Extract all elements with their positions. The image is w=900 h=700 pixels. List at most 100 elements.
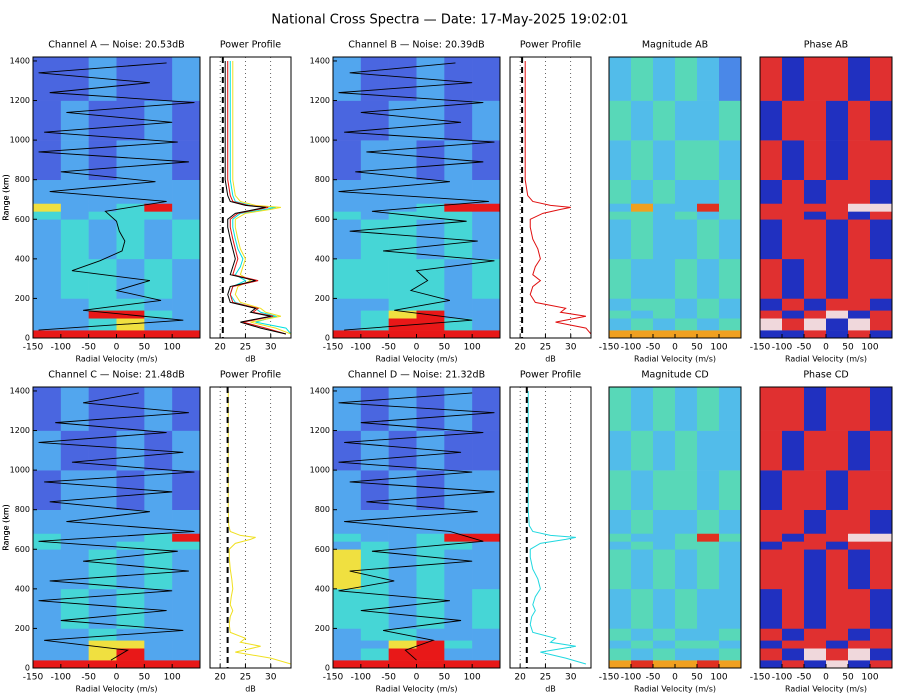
heat-cell xyxy=(653,660,676,668)
heat-cell xyxy=(416,588,445,629)
heat-cell xyxy=(675,533,698,542)
heat-cell xyxy=(333,140,362,180)
heat-cell xyxy=(88,330,117,338)
x-tick-label: -150 xyxy=(323,673,344,683)
heat-cell xyxy=(870,628,892,641)
heat-cell xyxy=(653,509,676,534)
y-tick-label: 1000 xyxy=(310,466,330,475)
heat-cell xyxy=(472,298,500,311)
heat-cell xyxy=(631,219,654,260)
heat-cell xyxy=(697,179,720,204)
heat-cell xyxy=(826,318,849,331)
x-tick-label: 30 xyxy=(265,343,277,353)
heat-cell xyxy=(870,509,892,534)
heat-cell xyxy=(653,541,676,550)
heat-cell xyxy=(782,140,805,180)
heat-cell xyxy=(116,140,145,180)
heat-cell xyxy=(760,219,783,260)
heat-cell xyxy=(653,57,676,101)
power-line xyxy=(224,60,287,335)
panel-title: Channel D — Noise: 21.32dB xyxy=(348,370,485,381)
heat-cell xyxy=(144,310,173,319)
heat-cell xyxy=(804,211,827,220)
y-tick-label: 1400 xyxy=(10,56,30,65)
heat-cell xyxy=(60,430,89,471)
heat-cell xyxy=(826,211,849,220)
heat-cell xyxy=(360,648,389,661)
x-tick-label: -100 xyxy=(621,673,642,683)
heat-cell xyxy=(609,588,632,629)
heat-cell xyxy=(33,100,62,141)
heat-cell xyxy=(719,648,741,661)
heat-cell xyxy=(33,203,62,212)
x-tick-label: 0 xyxy=(414,343,420,353)
heat-cell xyxy=(870,298,892,311)
heat-cell xyxy=(697,211,720,220)
x-tick-label: -150 xyxy=(23,343,44,353)
heat-cell xyxy=(697,541,720,550)
heat-cell xyxy=(609,330,632,338)
x-tick-label: 50 xyxy=(439,673,451,683)
heat-cell xyxy=(144,648,173,661)
x-axis-label: Radial Velocity (m/s) xyxy=(75,355,157,364)
heat-cell xyxy=(472,509,500,534)
heat-cell xyxy=(360,179,389,204)
y-tick-label: 1000 xyxy=(310,136,330,145)
heat-cell xyxy=(760,211,783,220)
heat-cell xyxy=(782,509,805,534)
x-tick-label: 20 xyxy=(214,673,226,683)
x-tick-label: -100 xyxy=(51,343,72,353)
heat-cell xyxy=(60,509,89,534)
heat-cell xyxy=(116,310,145,319)
x-tick-label: 100 xyxy=(164,673,181,683)
heat-cell xyxy=(88,660,117,668)
heat-cell xyxy=(333,660,362,668)
heat-cell xyxy=(653,318,676,331)
figure-title: National Cross Spectra — Date: 17-May-20… xyxy=(271,13,628,28)
x-tick-label: -150 xyxy=(750,673,771,683)
heat-cell xyxy=(60,211,89,220)
y-axis-label: Range (km) xyxy=(2,174,11,221)
heat-cell xyxy=(653,430,676,471)
heat-cell xyxy=(116,211,145,220)
heat-cell xyxy=(609,648,632,661)
heat-cell xyxy=(804,179,827,204)
heat-cell xyxy=(88,640,117,649)
heat-cell xyxy=(88,470,117,510)
x-axis-label: Radial Velocity (m/s) xyxy=(375,355,457,364)
heat-cell xyxy=(88,219,117,260)
heat-cell xyxy=(804,640,827,649)
heat-cell xyxy=(116,640,145,649)
x-tick-label: 30 xyxy=(265,673,277,683)
x-tick-label: 25 xyxy=(540,673,551,683)
heat-cell xyxy=(144,541,173,550)
heat-cell xyxy=(609,203,632,212)
heat-cell xyxy=(388,509,417,534)
heat-cell xyxy=(653,330,676,338)
heat-cell xyxy=(826,430,849,471)
heat-cell xyxy=(697,258,720,299)
power-line xyxy=(227,390,291,665)
heat-cell xyxy=(782,100,805,141)
heat-cell xyxy=(416,660,445,668)
heat-cell xyxy=(472,140,500,180)
heat-cell xyxy=(116,330,145,338)
heat-cell xyxy=(609,430,632,471)
heat-cell xyxy=(804,318,827,331)
heat-cell xyxy=(631,387,654,431)
heat-cell xyxy=(697,533,720,542)
heat-cell xyxy=(472,330,500,338)
x-tick-label: 50 xyxy=(691,343,703,353)
heat-cell xyxy=(826,509,849,534)
heat-cell xyxy=(848,541,871,550)
heat-cell xyxy=(609,541,632,550)
heat-cell xyxy=(333,258,362,299)
heat-cell xyxy=(416,628,445,641)
panel xyxy=(609,387,741,668)
x-tick-label: 0 xyxy=(114,343,120,353)
x-axis-label: Radial Velocity (m/s) xyxy=(785,355,867,364)
heat-cell xyxy=(472,318,500,331)
x-axis-label: Radial Velocity (m/s) xyxy=(785,685,867,694)
x-axis-label: dB xyxy=(545,685,556,694)
